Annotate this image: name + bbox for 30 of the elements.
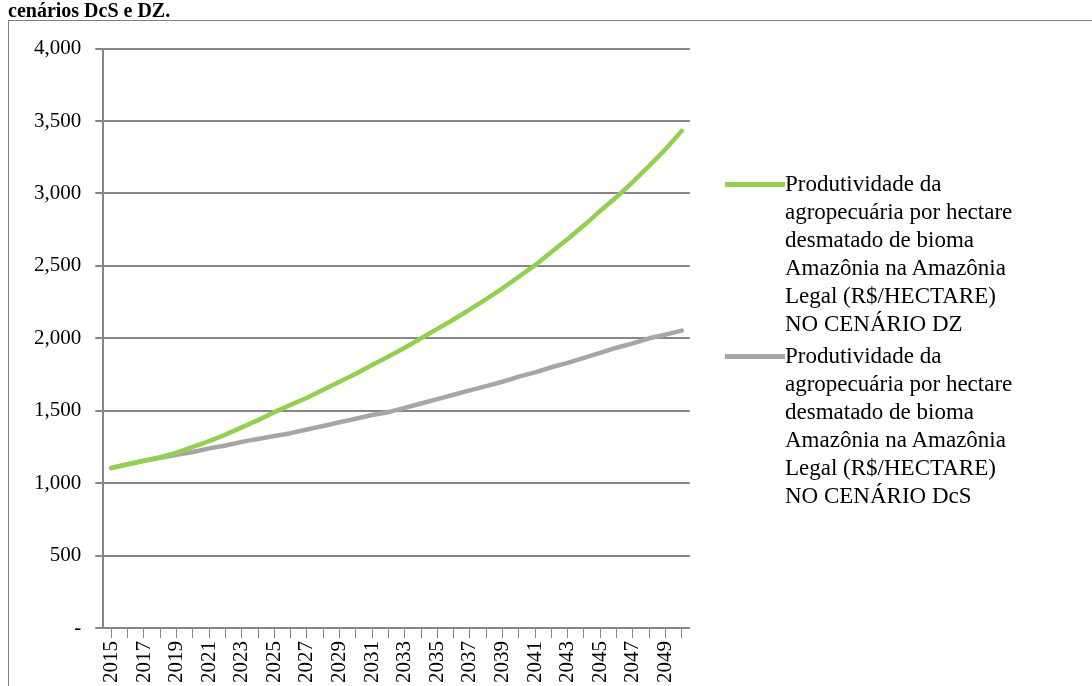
x-tick-label: 2047 bbox=[619, 641, 644, 683]
x-tick-label: 2019 bbox=[163, 641, 188, 683]
x-tick-label: 2033 bbox=[391, 641, 416, 683]
x-tick-label: 2025 bbox=[260, 641, 285, 683]
x-tick-label: 2031 bbox=[358, 641, 383, 683]
x-tick-label: 2037 bbox=[456, 641, 481, 683]
x-tick-label: 2015 bbox=[97, 641, 122, 683]
y-tick-label: 4,000 bbox=[34, 35, 82, 60]
x-tick-label: 2049 bbox=[651, 641, 676, 683]
chart-title: cenários DcS e DZ. bbox=[8, 0, 171, 21]
x-tick-label: 2021 bbox=[195, 641, 220, 683]
x-tick-label: 2039 bbox=[489, 641, 513, 683]
y-tick-label: 3,500 bbox=[34, 107, 82, 132]
y-tick-label: 1,000 bbox=[34, 469, 82, 494]
legend-label: Produtividade da agropecuária por hectare desmatado de bioma Amazônia na Amazônia Legal (R$/HECTARE) NO CENÁRIO DcS bbox=[785, 342, 1014, 510]
y-tick-label: 2,000 bbox=[34, 324, 82, 349]
y-tick-label: 1,500 bbox=[34, 397, 82, 422]
x-tick-label: 2017 bbox=[130, 641, 155, 683]
legend-label: Produtividade da agropecuária por hectare desmatado de bioma Amazônia na Amazônia Legal (R$/HECTARE) NO CENÁRIO DZ bbox=[785, 170, 1014, 338]
y-tick-label: 3,000 bbox=[34, 179, 82, 204]
x-tick-label: 2041 bbox=[521, 641, 546, 683]
x-tick-label: 2045 bbox=[586, 641, 611, 683]
y-tick-label: 500 bbox=[49, 542, 82, 567]
x-tick-label: 2023 bbox=[228, 641, 253, 683]
x-tick-label: 2029 bbox=[326, 641, 351, 683]
y-tick-label: 2,500 bbox=[34, 252, 82, 277]
x-tick-label: 2035 bbox=[423, 641, 448, 683]
x-tick-label: 2027 bbox=[293, 641, 318, 683]
y-tick-label: - bbox=[74, 614, 82, 639]
x-tick-label: 2043 bbox=[554, 641, 579, 683]
